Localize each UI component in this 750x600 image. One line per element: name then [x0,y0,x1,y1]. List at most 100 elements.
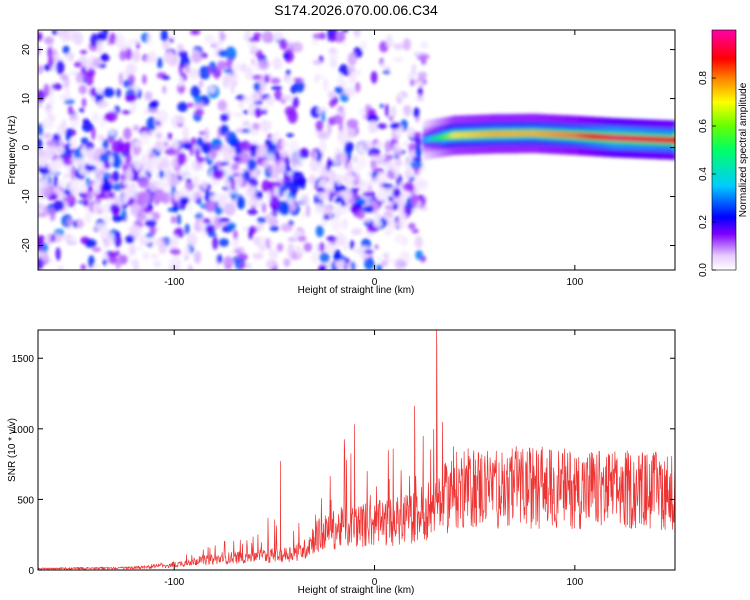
heatmap-cell [334,86,344,94]
heatmap-cell [270,211,276,216]
heatmap-cell [59,73,69,81]
heatmap-cell [102,258,108,266]
heatmap-cell [111,215,124,222]
heatmap-cell [57,30,64,38]
heatmap-cell [122,71,128,77]
heatmap-cell [204,188,210,202]
heatmap-cell [209,212,215,221]
heatmap-cell [322,78,329,91]
heatmap-cell [371,172,379,177]
heatmap-cell [268,239,274,248]
heatmap-cell [166,53,179,67]
heatmap-cell [133,38,140,45]
heatmap-cell [353,246,359,255]
heatmap-cell [276,243,284,252]
heatmap-cell [146,33,153,46]
heatmap-cell [393,43,405,50]
heatmap-cell [248,177,258,188]
heatmap-cell [374,141,386,149]
heatmap-cell [355,198,363,204]
heatmap-cell [107,232,116,245]
heatmap-cell [416,95,424,102]
y-tick-label: 1500 [12,354,35,365]
colorbar-tick-label: 0.8 [698,71,709,85]
heatmap-cell [253,100,263,105]
heatmap-cell [408,128,415,136]
heatmap-cell [376,123,387,130]
heatmap-cell [249,143,258,158]
heatmap-cell [70,137,78,150]
heatmap-cell [382,69,391,75]
heatmap-cell [156,57,163,69]
heatmap-frame [37,29,676,271]
heatmap-cell [38,167,51,175]
heatmap-cell [217,99,228,111]
heatmap-cell [80,191,89,199]
heatmap-cell [187,102,194,108]
heatmap-cell [102,87,115,98]
heatmap-cell [155,226,161,233]
heatmap-cell [88,255,95,269]
x-tick-label: -100 [164,277,184,288]
colorbar-tick-label: 0.0 [698,263,709,277]
heatmap-cell [368,120,378,134]
heatmap-cell [403,140,409,147]
heatmap-ridge-cell [672,135,675,145]
heatmap-cell [109,203,120,214]
heatmap-cell [239,261,246,269]
colorbar-label: Normalized spectral amplitude [738,82,749,217]
heatmap-cell [212,236,218,250]
heatmap-cell [224,203,236,216]
heatmap-cell [38,202,44,215]
heatmap-cell [226,189,238,194]
heatmap-cell [285,181,291,187]
heatmap-cell [170,177,178,186]
heatmap-cell [248,227,254,240]
heatmap-cell [53,175,58,188]
snr-x-axis-label: Height of straight line (km) [298,585,415,596]
heatmap-cell [147,108,159,114]
heatmap-cell [413,107,420,118]
heatmap-cell [43,36,55,45]
heatmap-cell [158,169,165,179]
heatmap-cell [223,68,233,74]
heatmap-cell [202,218,212,224]
heatmap-cell [265,96,275,106]
heatmap-cell [333,249,341,261]
heatmap-cell [407,222,416,230]
heatmap-cell [230,80,235,94]
heatmap-cell [125,93,137,103]
heatmap-cell [277,200,290,214]
heatmap-cell [315,225,324,238]
heatmap-cell [217,196,227,208]
heatmap-cell [92,247,102,253]
heatmap-cell [256,221,264,232]
heatmap-cell [130,202,140,216]
heatmap-cell [361,149,367,155]
heatmap-cell [185,172,194,178]
heatmap-cell [284,156,290,168]
heatmap-cell [198,131,206,136]
heatmap-cell [125,48,133,61]
heatmap-cell [214,206,223,216]
heatmap-cell [225,46,237,61]
heatmap-cell [233,112,244,118]
heatmap-cell [70,167,76,181]
heatmap-cell [334,258,346,270]
heatmap-cell [124,185,136,196]
heatmap-cell [284,106,296,117]
heatmap-cell [338,151,348,165]
heatmap-cell [384,140,392,154]
heatmap-cell [162,85,167,94]
heatmap-cell [346,262,352,270]
heatmap-cell [86,68,96,77]
heatmap-cell [365,218,372,223]
heatmap-cell [362,191,375,197]
heatmap-cell [63,189,71,195]
heatmap-cell [82,118,90,124]
heatmap-cell [218,49,228,58]
heatmap-x-axis-label: Height of straight line (km) [298,285,415,296]
heatmap-cell [291,154,298,167]
heatmap-cell [143,108,149,115]
heatmap-cell [357,156,367,169]
